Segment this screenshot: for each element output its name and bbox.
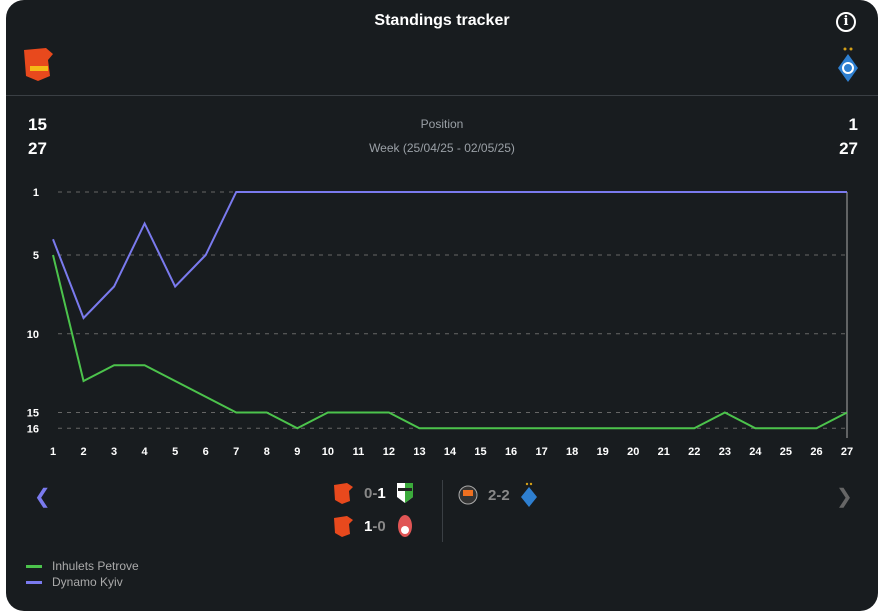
- x-tick-label: 7: [233, 446, 239, 458]
- legend-swatch: [26, 564, 42, 568]
- x-tick-label: 1: [50, 446, 56, 458]
- y-tick-label: 16: [27, 423, 39, 435]
- x-tick-label: 22: [688, 446, 700, 458]
- x-tick-label: 13: [413, 446, 425, 458]
- divider: [442, 480, 443, 542]
- x-tick-label: 16: [505, 446, 517, 458]
- home-week: 27: [28, 139, 47, 158]
- dynamo-logo-icon: [520, 482, 537, 507]
- x-tick-label: 26: [810, 446, 822, 458]
- shakhtar-logo-icon: [458, 485, 478, 505]
- legend-swatch: [26, 580, 42, 584]
- divider: [6, 95, 878, 96]
- legend-item: Dynamo Kyiv: [26, 575, 123, 589]
- x-tick-label: 27: [841, 446, 853, 458]
- away-score: 0: [377, 517, 386, 535]
- match-row[interactable]: 2-2: [458, 482, 538, 508]
- match-row[interactable]: 0-1: [332, 482, 414, 504]
- series-line-dynamo-kyiv: [52, 191, 847, 320]
- x-tick-label: 11: [353, 446, 365, 458]
- info-icon[interactable]: i: [836, 12, 856, 32]
- legend-item: Inhulets Petrove: [26, 559, 139, 573]
- inhulets-logo-icon: [334, 483, 353, 504]
- home-position: 15: [28, 115, 47, 134]
- x-tick-label: 20: [627, 446, 639, 458]
- standings-card: Standings tracker i 15 27 1 27 Position …: [6, 0, 878, 611]
- away-week: 27: [839, 139, 858, 158]
- home-score: 1: [364, 517, 373, 535]
- page-title: Standings tracker: [374, 12, 510, 29]
- x-tick-label: 8: [264, 446, 270, 458]
- away-score: 1: [377, 484, 386, 502]
- oleksandriya-logo-icon: [396, 483, 413, 503]
- x-tick-label: 18: [566, 446, 578, 458]
- x-tick-label: 2: [80, 446, 86, 458]
- y-tick-label: 10: [27, 329, 39, 341]
- x-tick-label: 23: [719, 446, 731, 458]
- x-tick-label: 12: [383, 446, 395, 458]
- home-score: 0: [364, 484, 373, 502]
- away-score: 2: [501, 486, 510, 504]
- x-tick-label: 19: [597, 446, 609, 458]
- x-tick-label: 21: [658, 446, 670, 458]
- x-tick-label: 24: [749, 446, 762, 458]
- x-tick-label: 5: [172, 446, 178, 458]
- x-tick-label: 25: [780, 446, 792, 458]
- y-tick-label: 1: [33, 187, 39, 199]
- week-label: Week (25/04/25 - 02/05/25): [369, 141, 515, 155]
- next-week-button[interactable]: ❯: [836, 486, 853, 508]
- match-row[interactable]: 1-0: [332, 514, 414, 538]
- x-tick-label: 14: [444, 446, 457, 458]
- dynamo-logo-icon: [838, 47, 858, 82]
- position-label: Position: [420, 117, 464, 131]
- y-tick-label: 15: [27, 408, 39, 420]
- x-tick-label: 6: [203, 446, 209, 458]
- x-tick-label: 9: [294, 446, 300, 458]
- zorya-logo-icon: [397, 515, 412, 537]
- y-tick-label: 5: [33, 250, 39, 262]
- home-score: 2: [488, 486, 497, 504]
- inhulets-logo-icon: [24, 48, 53, 81]
- x-tick-label: 3: [111, 446, 117, 458]
- x-tick-label: 17: [535, 446, 547, 458]
- legend-label: Inhulets Petrove: [52, 559, 139, 573]
- prev-week-button[interactable]: ❮: [34, 486, 51, 508]
- x-tick-label: 15: [474, 446, 486, 458]
- inhulets-logo-icon: [334, 516, 353, 537]
- legend-label: Dynamo Kyiv: [52, 575, 123, 589]
- x-tick-label: 4: [142, 446, 149, 458]
- series-line-inhulets-petrove: [52, 254, 848, 430]
- x-tick-label: 10: [322, 446, 334, 458]
- away-position: 1: [848, 115, 858, 134]
